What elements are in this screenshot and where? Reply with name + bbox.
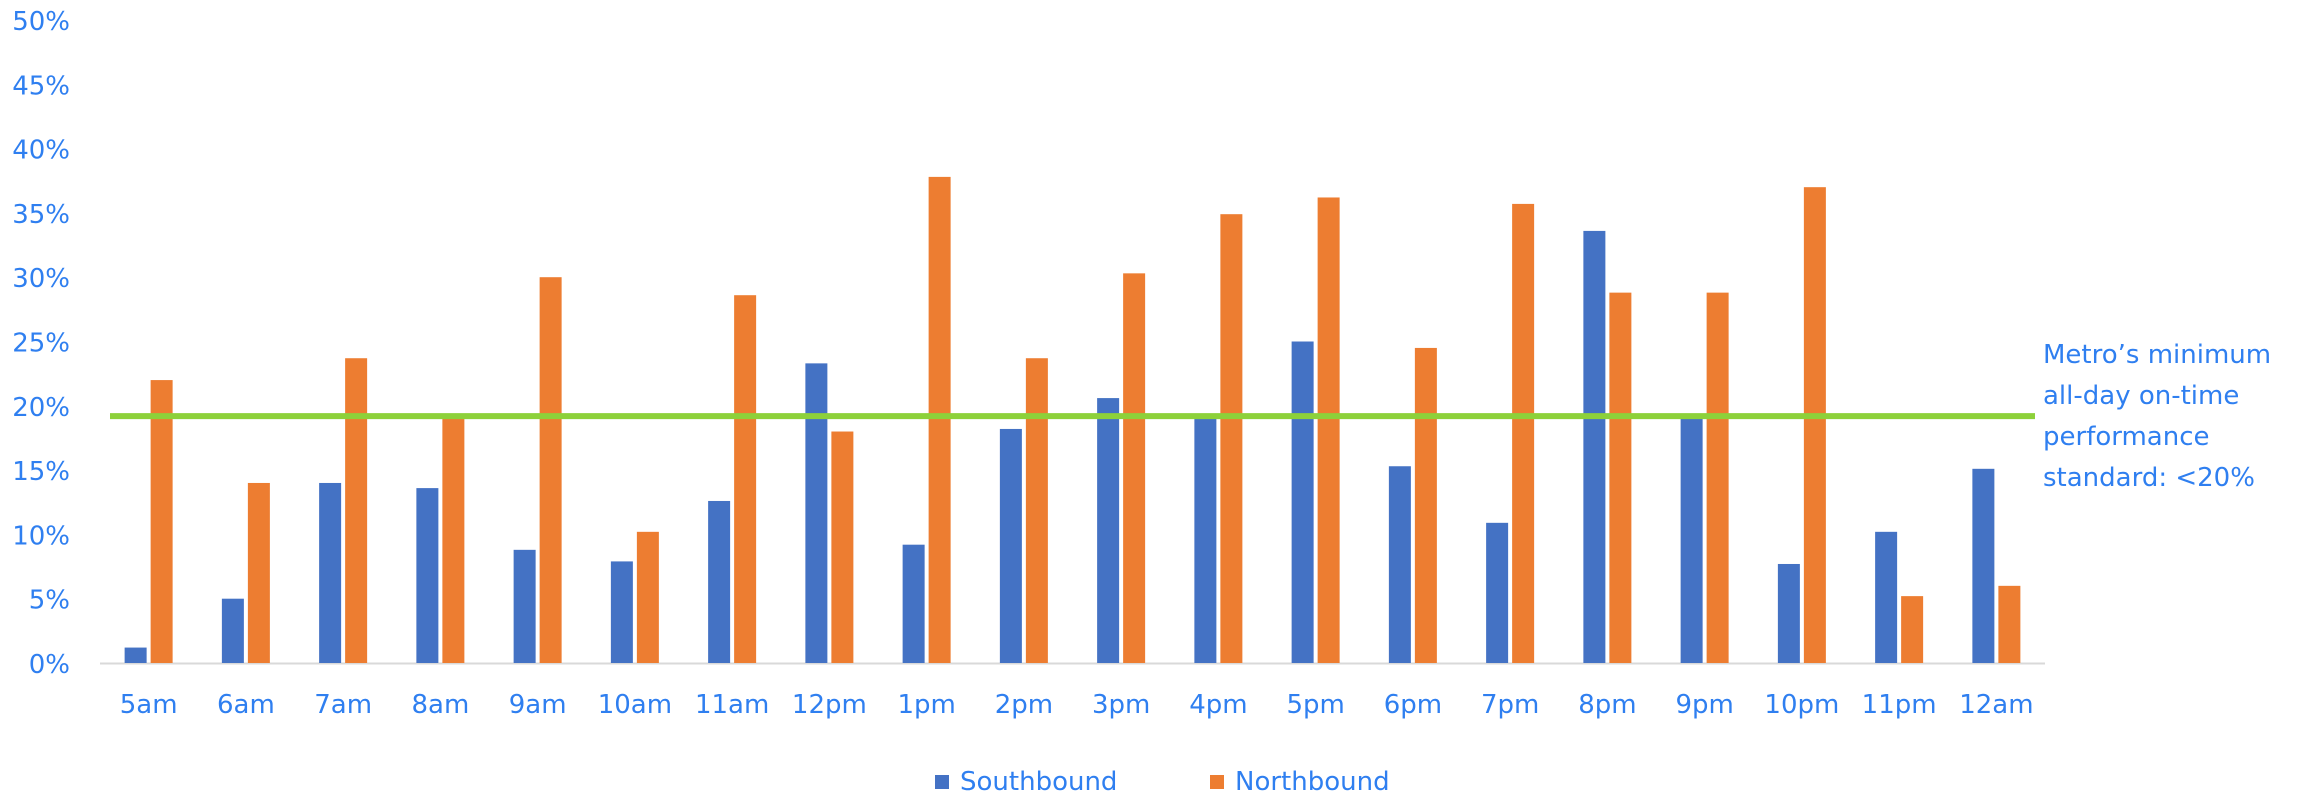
bars xyxy=(124,176,2021,664)
bar-northbound-9pm xyxy=(1706,292,1729,663)
bar-northbound-11pm xyxy=(1901,596,1924,663)
bar-southbound-12pm xyxy=(805,363,828,663)
x-tick-label: 6pm xyxy=(1384,690,1442,720)
bar-southbound-8pm xyxy=(1583,230,1606,664)
legend-label-northbound: Northbound xyxy=(1235,767,1390,797)
bar-northbound-5pm xyxy=(1317,197,1340,663)
y-tick-label: 20% xyxy=(12,393,70,423)
bar-northbound-5am xyxy=(150,380,173,663)
bar-northbound-1pm xyxy=(928,176,951,663)
x-tick-label: 11am xyxy=(695,690,769,720)
x-tick-label: 8pm xyxy=(1578,690,1636,720)
bar-southbound-11am xyxy=(708,500,731,663)
x-axis: 5am 6am 7am 8am 9am 10am 11am 12pm 1pm 2pm 3pm 4pm 5… xyxy=(100,662,2045,720)
legend-label-southbound: Southbound xyxy=(960,767,1117,797)
bar-northbound-12am xyxy=(1998,585,2021,663)
x-tick-label: 6am xyxy=(217,690,275,720)
bar-southbound-2pm xyxy=(999,428,1022,663)
legend-swatch-northbound xyxy=(1210,775,1224,789)
bar-southbound-5am xyxy=(124,647,147,663)
bar-southbound-5pm xyxy=(1291,341,1314,663)
y-tick-label: 30% xyxy=(12,264,70,294)
bar-southbound-3pm xyxy=(1097,398,1120,663)
y-tick-label: 15% xyxy=(12,457,70,487)
bar-northbound-7pm xyxy=(1512,203,1535,663)
bar-southbound-10am xyxy=(610,561,633,663)
legend-swatch-southbound xyxy=(935,775,949,789)
bar-southbound-9am xyxy=(513,549,536,663)
bar-southbound-6am xyxy=(221,598,244,663)
bar-northbound-10am xyxy=(636,531,659,663)
legend: Southbound Northbound xyxy=(935,767,1390,797)
x-tick-label: 9am xyxy=(509,690,567,720)
bar-northbound-9am xyxy=(539,277,562,663)
bar-northbound-11am xyxy=(734,295,757,663)
x-tick-label: 9pm xyxy=(1675,690,1733,720)
bar-southbound-10pm xyxy=(1777,563,1800,663)
bar-northbound-12pm xyxy=(831,431,854,663)
bar-northbound-7am xyxy=(345,358,368,663)
x-tick-label: 10pm xyxy=(1764,690,1839,720)
bar-northbound-8pm xyxy=(1609,292,1632,663)
bar-southbound-7pm xyxy=(1486,522,1509,663)
bar-northbound-6pm xyxy=(1414,347,1437,663)
reference-line-group: Metro’s minimum all-day on-time performanc… xyxy=(110,340,2271,493)
y-tick-label: 45% xyxy=(12,71,70,101)
y-tick-label: 10% xyxy=(12,521,70,551)
x-tick-label: 7pm xyxy=(1481,690,1539,720)
y-axis: 0% 5% 10% 15% 20% 25% 30% 35% 40% 45% 50% xyxy=(12,7,70,680)
y-tick-label: 0% xyxy=(29,650,70,680)
bar-southbound-1pm xyxy=(902,544,925,663)
x-tick-label: 12pm xyxy=(792,690,867,720)
bar-southbound-8am xyxy=(416,488,439,663)
bar-northbound-3pm xyxy=(1123,273,1146,663)
bar-northbound-4pm xyxy=(1220,214,1243,663)
x-tick-label: 3pm xyxy=(1092,690,1150,720)
x-tick-label: 2pm xyxy=(995,690,1053,720)
x-tick-label: 5am xyxy=(120,690,178,720)
bar-southbound-6pm xyxy=(1388,466,1411,663)
bar-southbound-7am xyxy=(319,482,342,663)
bar-northbound-6am xyxy=(247,482,270,663)
x-tick-label: 11pm xyxy=(1862,690,1937,720)
y-tick-label: 5% xyxy=(29,586,70,616)
reference-line-label: standard: <20% xyxy=(2043,463,2255,493)
y-tick-label: 25% xyxy=(12,329,70,359)
y-tick-label: 35% xyxy=(12,200,70,230)
bar-southbound-12am xyxy=(1972,468,1995,663)
x-tick-label: 10am xyxy=(598,690,672,720)
bar-northbound-10pm xyxy=(1803,187,1826,663)
x-tick-label: 4pm xyxy=(1189,690,1247,720)
reference-line-label: all-day on-time xyxy=(2043,381,2239,411)
bar-southbound-4pm xyxy=(1194,414,1217,663)
y-tick-label: 50% xyxy=(12,7,70,37)
x-tick-label: 8am xyxy=(411,690,469,720)
reference-line-label: performance xyxy=(2043,422,2210,452)
x-tick-label: 12am xyxy=(1959,690,2033,720)
bar-southbound-11pm xyxy=(1875,531,1898,663)
x-tick-label: 5pm xyxy=(1286,690,1344,720)
reference-line-label: Metro’s minimum xyxy=(2043,340,2271,370)
y-tick-label: 40% xyxy=(12,136,70,166)
bar-northbound-8am xyxy=(442,413,465,663)
bar-southbound-9pm xyxy=(1680,416,1703,663)
x-tick-label: 1pm xyxy=(897,690,955,720)
x-tick-label: 7am xyxy=(314,690,372,720)
bar-northbound-2pm xyxy=(1025,358,1048,663)
